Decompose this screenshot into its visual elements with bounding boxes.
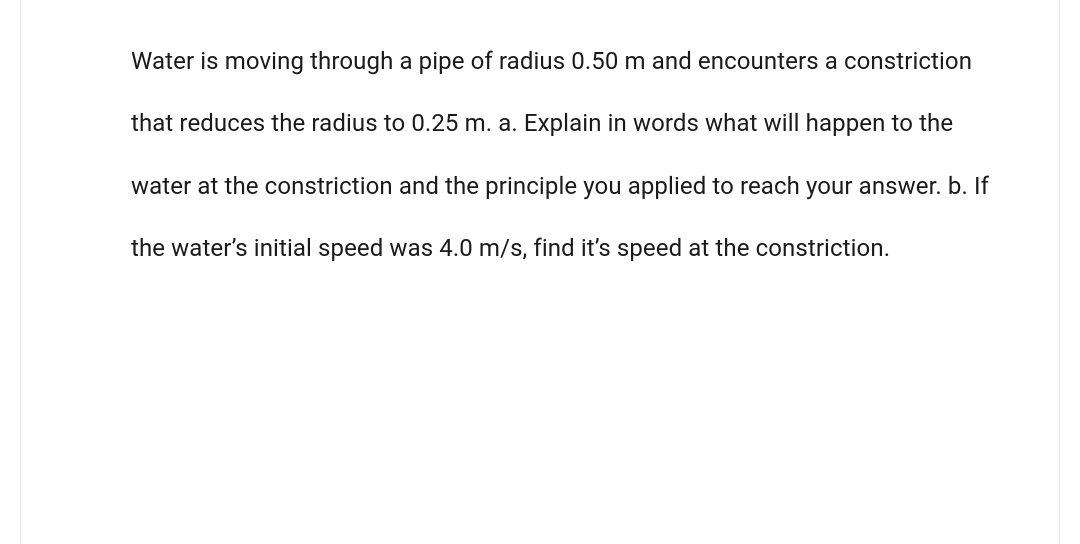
page-container: Water is moving through a pipe of radius… <box>0 0 1080 544</box>
question-text: Water is moving through a pipe of radius… <box>131 30 1019 280</box>
question-panel: Water is moving through a pipe of radius… <box>20 0 1060 544</box>
